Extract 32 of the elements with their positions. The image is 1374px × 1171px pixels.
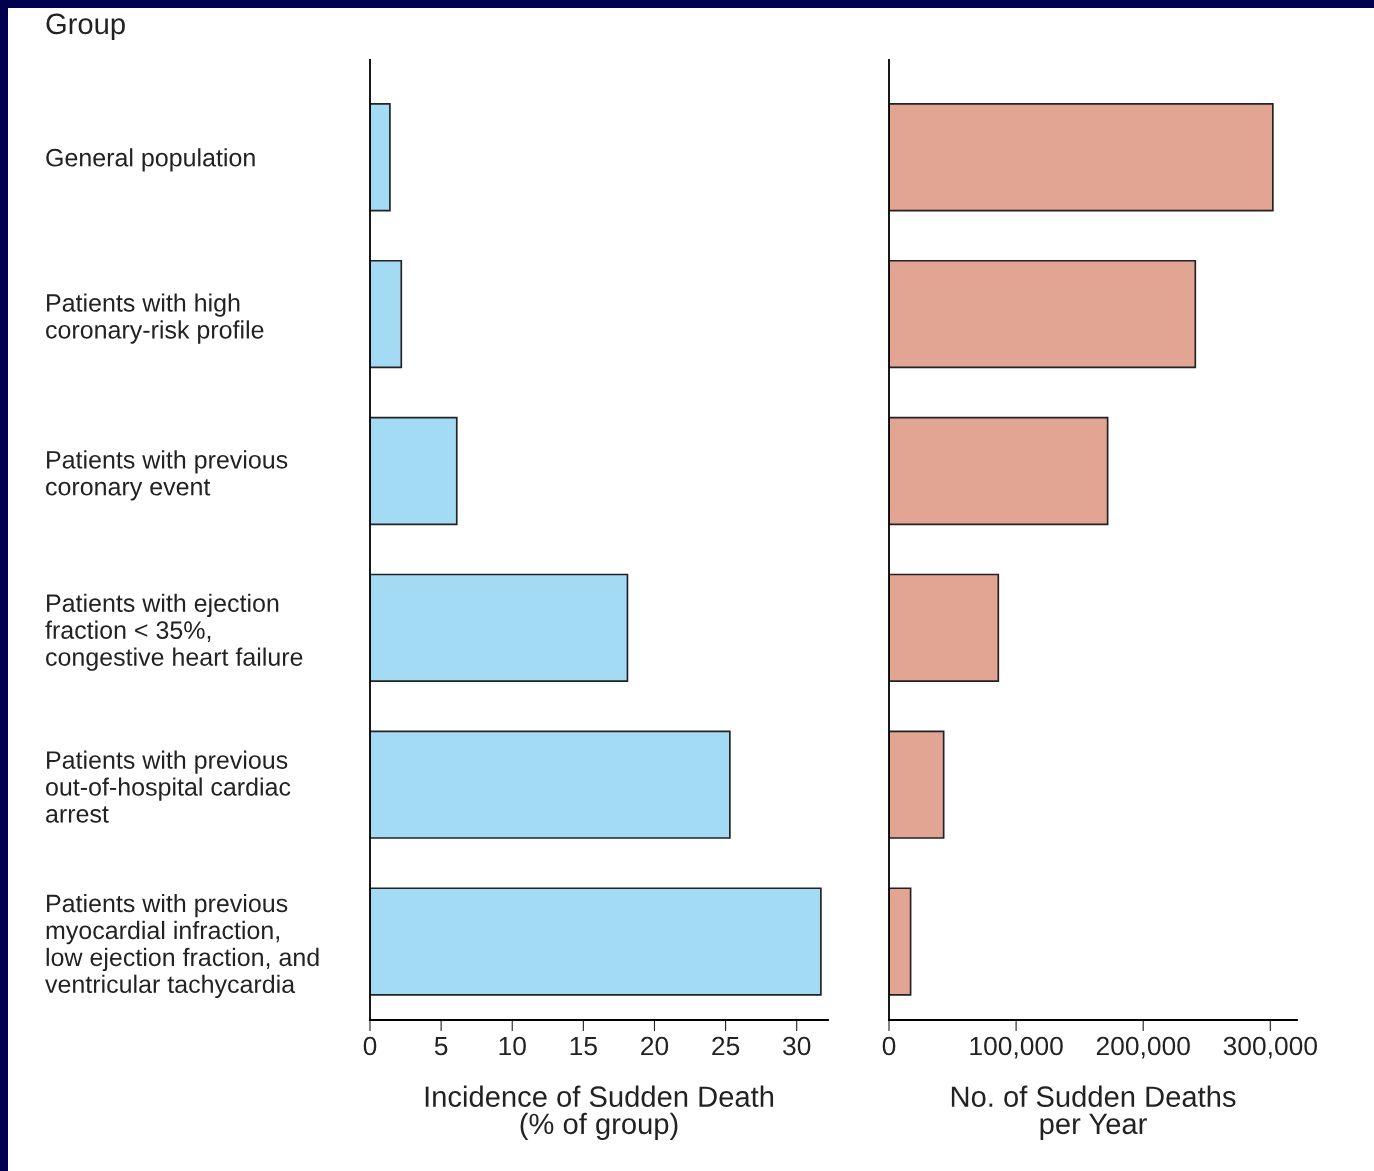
bar <box>889 730 945 839</box>
bar <box>889 573 1000 683</box>
y-tick-label: Patients with previous coronary event <box>46 450 288 501</box>
bar <box>889 103 1274 212</box>
x-axis-title: Incidence of Sudden Death (% of group) <box>425 1085 774 1140</box>
y-tick-label: General population <box>46 148 255 172</box>
x-tick-label: 200,000 <box>1096 1036 1190 1059</box>
x-tick-label: 10 <box>499 1036 526 1056</box>
x-tick-label: 5 <box>434 1036 448 1056</box>
bar <box>370 103 391 212</box>
y-tick-label: Patients with ejection fraction < 35%, congestive heart failure <box>45 593 303 671</box>
y-tick-label: Patients with previous myocardial infraction, low ejection fraction, and ventricular tachycardia <box>45 893 319 999</box>
bar <box>370 416 458 526</box>
bar <box>889 416 1109 526</box>
bar <box>370 730 731 839</box>
y-tick-label: Patients with high coronary-risk profile <box>46 293 264 344</box>
x-axis-title: No. of Sudden Deaths per Year <box>951 1085 1236 1140</box>
x-tick-label: 25 <box>712 1036 740 1056</box>
y-axis-title: Group <box>46 13 125 40</box>
bar <box>370 259 403 369</box>
x-tick-label: 0 <box>882 1036 896 1056</box>
y-tick-label: Patients with previous out-of-hospital cardiac arrest <box>46 750 291 823</box>
bar <box>370 573 629 683</box>
x-tick-label: 20 <box>641 1036 669 1056</box>
x-tick-label: 300,000 <box>1223 1036 1317 1059</box>
x-tick-label: 15 <box>570 1036 597 1056</box>
bar <box>889 259 1197 369</box>
x-tick-label: 0 <box>363 1036 377 1056</box>
bar <box>889 887 912 996</box>
bar <box>370 887 822 996</box>
x-tick-label: 30 <box>783 1036 811 1056</box>
x-tick-label: 100,000 <box>970 1036 1063 1059</box>
